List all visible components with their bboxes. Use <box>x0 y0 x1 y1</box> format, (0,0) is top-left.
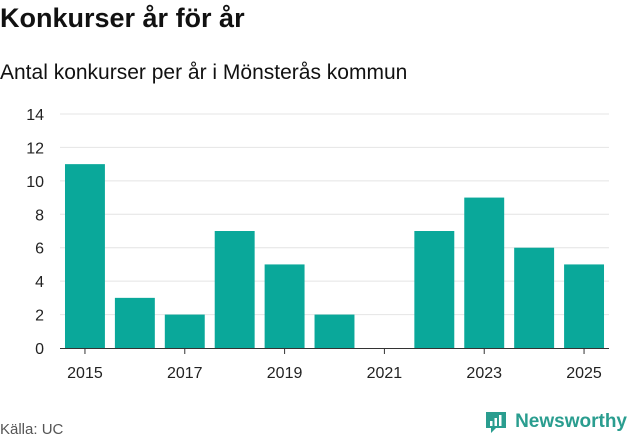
y-tick-label-0: 0 <box>35 341 44 358</box>
x-tick-label-2025: 2025 <box>566 365 602 382</box>
chart-title: Konkurser år för år <box>0 3 245 33</box>
brand-name: Newsworthy <box>515 411 627 432</box>
y-tick-label-8: 8 <box>35 207 44 224</box>
y-tick-label-10: 10 <box>26 174 44 191</box>
brand-logo: Newsworthy <box>483 408 627 436</box>
bar-2022 <box>414 231 455 348</box>
bar-2024 <box>514 247 555 348</box>
bar-2017 <box>164 314 205 348</box>
x-tick-label-2023: 2023 <box>466 365 502 382</box>
bar-2016 <box>114 297 155 348</box>
y-tick-label-12: 12 <box>26 140 44 157</box>
y-tick-label-14: 14 <box>26 107 44 124</box>
y-tick-label-2: 2 <box>35 308 44 325</box>
bar-2019 <box>264 264 305 348</box>
newsworthy-logo-icon <box>486 412 507 433</box>
bar-2018 <box>214 231 255 348</box>
y-tick-label-4: 4 <box>35 274 44 291</box>
source-note: Källa: UC <box>0 421 64 438</box>
bar-2025 <box>564 264 605 348</box>
bar-2015 <box>64 164 105 348</box>
x-tick-label-2019: 2019 <box>267 365 303 382</box>
x-tick-label-2021: 2021 <box>367 365 403 382</box>
chart-subtitle: Antal konkurser per år i Mönsterås kommu… <box>0 61 408 84</box>
x-tick-label-2015: 2015 <box>67 365 103 382</box>
bar-2020 <box>314 314 355 348</box>
bar-2023 <box>464 197 505 348</box>
x-tick-label-2017: 2017 <box>167 365 203 382</box>
y-tick-label-6: 6 <box>35 241 44 258</box>
